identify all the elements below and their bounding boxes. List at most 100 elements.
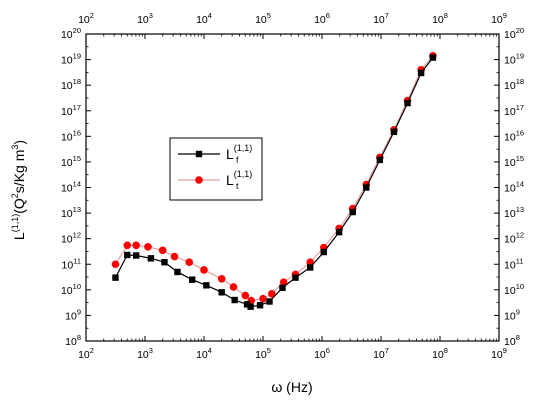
series-point-f bbox=[189, 276, 196, 283]
x-tick-label-top: 109 bbox=[491, 11, 507, 26]
axis-tick-labels: 1021021031031041041051051061061071071081… bbox=[61, 11, 524, 361]
y-tick-label: 1013 bbox=[61, 205, 81, 220]
x-tick-label-top: 103 bbox=[137, 11, 153, 26]
series-point-f bbox=[132, 252, 140, 259]
series-point-f bbox=[266, 298, 273, 305]
y-tick-label-right: 1014 bbox=[504, 180, 524, 195]
series-point-f bbox=[307, 264, 314, 271]
x-tick-label-top: 108 bbox=[432, 11, 448, 26]
x-tick-label: 107 bbox=[373, 346, 389, 361]
x-tick-label: 108 bbox=[432, 346, 448, 361]
y-tick-label: 108 bbox=[65, 333, 81, 348]
series-point-f bbox=[124, 251, 131, 259]
series-point-f bbox=[390, 128, 398, 136]
y-tick-label-right: 1018 bbox=[504, 77, 524, 92]
series-point-t bbox=[200, 266, 208, 274]
series-point-f bbox=[335, 228, 343, 236]
series-point-f bbox=[320, 248, 327, 256]
series-point-t bbox=[132, 241, 140, 250]
series-point-f bbox=[147, 255, 155, 262]
y-tick-label-right: 1011 bbox=[504, 256, 523, 271]
axis-ticks bbox=[85, 33, 500, 342]
y-label-body: (Q bbox=[11, 198, 27, 214]
y-tick-label-right: 1013 bbox=[504, 205, 524, 220]
series-point-f bbox=[218, 289, 225, 296]
x-tick-label: 105 bbox=[255, 346, 271, 361]
series-point-t bbox=[158, 246, 167, 255]
series-point-t bbox=[123, 241, 132, 250]
y-tick-label: 109 bbox=[65, 307, 81, 322]
series-point-t bbox=[185, 258, 194, 267]
y-label-superscript: (1,1) bbox=[10, 214, 20, 233]
series-layer bbox=[111, 52, 437, 310]
y-tick-label: 1020 bbox=[61, 26, 81, 41]
svg-text:L(1,1)(Q2s/Kg m3): L(1,1)(Q2s/Kg m3) bbox=[10, 140, 27, 240]
y-tick-label: 1012 bbox=[61, 231, 81, 246]
y-tick-label-right: 1020 bbox=[504, 26, 524, 41]
x-tick-label: 106 bbox=[314, 346, 330, 361]
series-point-t bbox=[111, 260, 120, 269]
series-point-f bbox=[417, 69, 425, 77]
y-tick-label: 1019 bbox=[61, 52, 81, 67]
x-tick-label: 109 bbox=[491, 346, 507, 361]
x-tick-label: 104 bbox=[196, 346, 212, 361]
series-point-f bbox=[292, 274, 299, 281]
series-line-f bbox=[114, 57, 434, 308]
y-axis-label: L(1,1)(Q2s/Kg m3) bbox=[10, 140, 27, 240]
y-tick-label: 1016 bbox=[61, 128, 81, 143]
y-tick-label-right: 1015 bbox=[504, 154, 524, 169]
legend-label-f: L(1,1) f bbox=[226, 143, 252, 165]
x-tick-label-top: 102 bbox=[78, 11, 94, 26]
y-tick-label: 1015 bbox=[61, 154, 81, 169]
y-tick-label-right: 109 bbox=[504, 307, 520, 322]
series-point-t bbox=[268, 289, 276, 298]
series-point-t bbox=[217, 274, 226, 283]
y-tick-label: 1010 bbox=[61, 282, 81, 297]
x-tick-label: 103 bbox=[137, 346, 153, 361]
series-point-t bbox=[241, 291, 250, 300]
plot-frame bbox=[85, 33, 500, 342]
series-point-t bbox=[144, 243, 152, 251]
x-tick-label-top: 104 bbox=[196, 11, 212, 26]
x-tick-label-top: 106 bbox=[314, 11, 330, 26]
x-tick-label-top: 105 bbox=[255, 11, 271, 26]
y-tick-label: 1014 bbox=[61, 180, 81, 195]
y-tick-label: 1018 bbox=[61, 77, 81, 92]
series-point-f bbox=[243, 301, 251, 308]
series-point-f bbox=[404, 99, 411, 107]
y-tick-label-right: 1016 bbox=[504, 128, 524, 143]
y-label-unit-superscript: 3 bbox=[10, 145, 20, 150]
y-label-unit: s/Kg m bbox=[11, 150, 27, 194]
series-point-t bbox=[259, 294, 267, 303]
legend: L(1,1) f L(1,1) t bbox=[169, 137, 263, 201]
series-point-t bbox=[229, 283, 238, 291]
series-point-f bbox=[174, 268, 181, 276]
series-point-f bbox=[279, 284, 286, 292]
y-tick-label-right: 108 bbox=[504, 333, 520, 348]
y-label-suffix: ) bbox=[11, 140, 27, 145]
legend-marker-t bbox=[195, 176, 203, 184]
series-point-f bbox=[203, 282, 210, 289]
y-label-prefix: L bbox=[11, 232, 27, 240]
y-tick-label: 1017 bbox=[61, 103, 81, 118]
series-point-t bbox=[279, 278, 288, 286]
legend-label-t: L(1,1) t bbox=[226, 169, 252, 191]
series-point-f bbox=[161, 259, 168, 266]
series-point-f bbox=[349, 208, 356, 216]
series-point-f bbox=[231, 296, 238, 304]
legend-marker-f bbox=[195, 150, 203, 158]
y-tick-label-right: 1012 bbox=[504, 231, 524, 246]
series-point-f bbox=[376, 156, 384, 164]
x-tick-label-top: 107 bbox=[373, 11, 389, 26]
y-tick-label-right: 1010 bbox=[504, 282, 524, 297]
series-point-t bbox=[170, 252, 179, 261]
x-tick-label: 102 bbox=[78, 346, 94, 361]
y-tick-label: 1011 bbox=[62, 256, 81, 271]
y-tick-label-right: 1017 bbox=[504, 103, 524, 118]
legend-box bbox=[169, 137, 263, 201]
series-point-f bbox=[256, 302, 264, 309]
y-label-body-superscript: 2 bbox=[10, 193, 20, 198]
series-point-t bbox=[306, 258, 314, 267]
series-point-f bbox=[429, 54, 437, 61]
